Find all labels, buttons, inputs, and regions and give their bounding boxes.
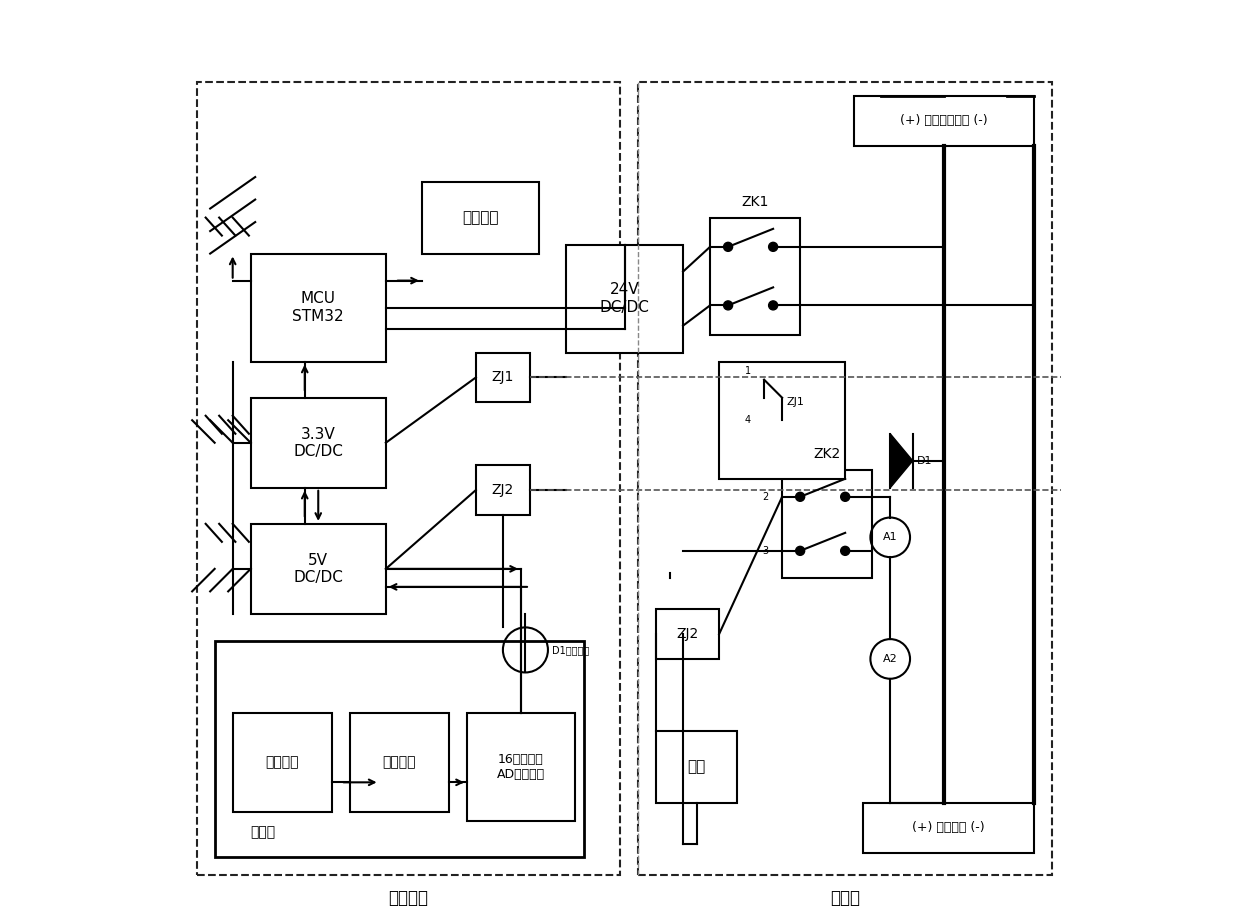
Text: 16位双极性
AD转换芯片: 16位双极性 AD转换芯片 <box>497 753 546 781</box>
FancyBboxPatch shape <box>656 731 737 804</box>
Text: 告警模块: 告警模块 <box>463 210 498 225</box>
Text: 24V
DC/DC: 24V DC/DC <box>600 282 650 315</box>
Circle shape <box>777 415 786 425</box>
Text: ZJ1: ZJ1 <box>492 371 515 384</box>
FancyBboxPatch shape <box>467 713 575 821</box>
Text: 5V
DC/DC: 5V DC/DC <box>294 553 343 585</box>
Text: 1: 1 <box>744 365 750 375</box>
Text: 3: 3 <box>763 546 769 556</box>
Text: ZJ1: ZJ1 <box>786 397 805 407</box>
Text: ZK2: ZK2 <box>813 446 841 461</box>
Text: (+) 蓄电池熔断器 (-): (+) 蓄电池熔断器 (-) <box>900 114 988 128</box>
Text: (+) 蓄电池组 (-): (+) 蓄电池组 (-) <box>913 822 985 834</box>
FancyBboxPatch shape <box>565 244 683 353</box>
Text: A1: A1 <box>883 532 898 542</box>
FancyBboxPatch shape <box>854 96 1034 146</box>
Text: 3.3V
DC/DC: 3.3V DC/DC <box>294 426 343 459</box>
FancyBboxPatch shape <box>656 609 719 659</box>
FancyBboxPatch shape <box>711 218 800 334</box>
Text: 采集板: 采集板 <box>250 825 275 839</box>
FancyBboxPatch shape <box>719 362 846 479</box>
Text: 电压采集: 电压采集 <box>265 755 299 770</box>
FancyBboxPatch shape <box>233 713 332 812</box>
Text: 主回路: 主回路 <box>831 888 861 906</box>
FancyBboxPatch shape <box>422 181 539 253</box>
FancyBboxPatch shape <box>350 713 449 812</box>
Text: 控制回路: 控制回路 <box>388 888 428 906</box>
Text: 4: 4 <box>744 415 750 425</box>
Text: ZJ2: ZJ2 <box>677 627 698 641</box>
Circle shape <box>769 301 777 310</box>
FancyBboxPatch shape <box>250 398 386 487</box>
Text: D1: D1 <box>918 456 932 466</box>
Circle shape <box>760 375 769 384</box>
Circle shape <box>841 547 849 556</box>
Text: 2: 2 <box>763 492 769 502</box>
FancyBboxPatch shape <box>215 641 584 857</box>
FancyBboxPatch shape <box>250 524 386 614</box>
Circle shape <box>796 547 805 556</box>
FancyBboxPatch shape <box>782 470 872 578</box>
Text: D1散热风扇: D1散热风扇 <box>553 645 590 655</box>
Text: ZK1: ZK1 <box>742 195 769 209</box>
FancyBboxPatch shape <box>476 466 529 515</box>
Text: ZJ2: ZJ2 <box>492 483 515 497</box>
Text: 电流采集: 电流采集 <box>383 755 417 770</box>
Circle shape <box>841 492 849 501</box>
Text: MCU
STM32: MCU STM32 <box>293 292 343 323</box>
FancyBboxPatch shape <box>863 804 1034 853</box>
Circle shape <box>796 492 805 501</box>
FancyBboxPatch shape <box>476 353 529 403</box>
Text: A2: A2 <box>883 654 898 664</box>
Text: 负载: 负载 <box>687 760 706 774</box>
Circle shape <box>724 301 733 310</box>
FancyBboxPatch shape <box>250 253 386 362</box>
Circle shape <box>724 242 733 251</box>
Polygon shape <box>890 434 913 487</box>
Circle shape <box>769 242 777 251</box>
